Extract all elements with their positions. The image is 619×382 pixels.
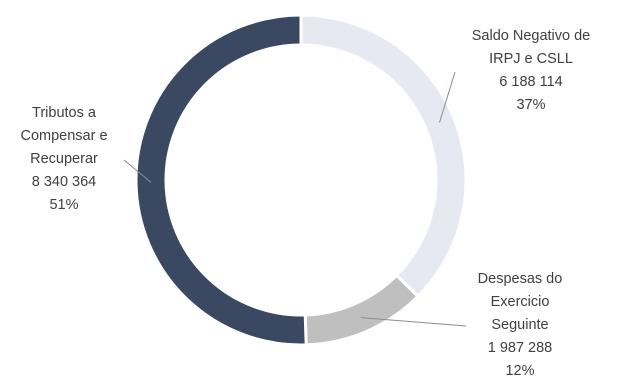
leader-line-despesas-exercicio [360, 317, 467, 327]
callout-value: 6 188 114 [499, 74, 563, 90]
callout-label-line: Saldo Negativo de [471, 28, 591, 44]
callout-percent: 51% [49, 197, 79, 213]
callout-value: 1 987 288 [487, 340, 553, 356]
callout-value: 8 340 364 [31, 174, 97, 190]
callout-saldo-negativo: Saldo Negativo de IRPJ e CSLL 6 188 114 … [456, 25, 606, 117]
callout-label-line: IRPJ e CSLL [489, 51, 573, 67]
callout-label-line: Recuperar [30, 151, 98, 167]
callout-label-line: Despesas do [477, 271, 563, 287]
slice-despesas-exercicio [303, 273, 421, 347]
callout-label-line: Compensar e [20, 128, 108, 144]
callout-percent: 37% [516, 97, 546, 113]
slice-tributos-compensar [134, 13, 308, 347]
callout-label-line: Seguinte [491, 317, 549, 333]
callout-label-line: Tributos a [32, 105, 96, 121]
leader-line-saldo-negativo [439, 71, 456, 123]
callout-despesas-exercicio: Despesas do Exercicio Seguinte 1 987 288… [450, 268, 590, 382]
callout-tributos-compensar: Tributos a Compensar e Recuperar 8 340 3… [0, 102, 128, 217]
slice-saldo-negativo [299, 13, 468, 299]
donut-slices [134, 13, 468, 347]
leader-lines [123, 71, 467, 327]
callout-label-line: Exercicio [490, 294, 550, 310]
callout-percent: 12% [505, 363, 535, 379]
leader-line-tributos-compensar [123, 159, 152, 183]
